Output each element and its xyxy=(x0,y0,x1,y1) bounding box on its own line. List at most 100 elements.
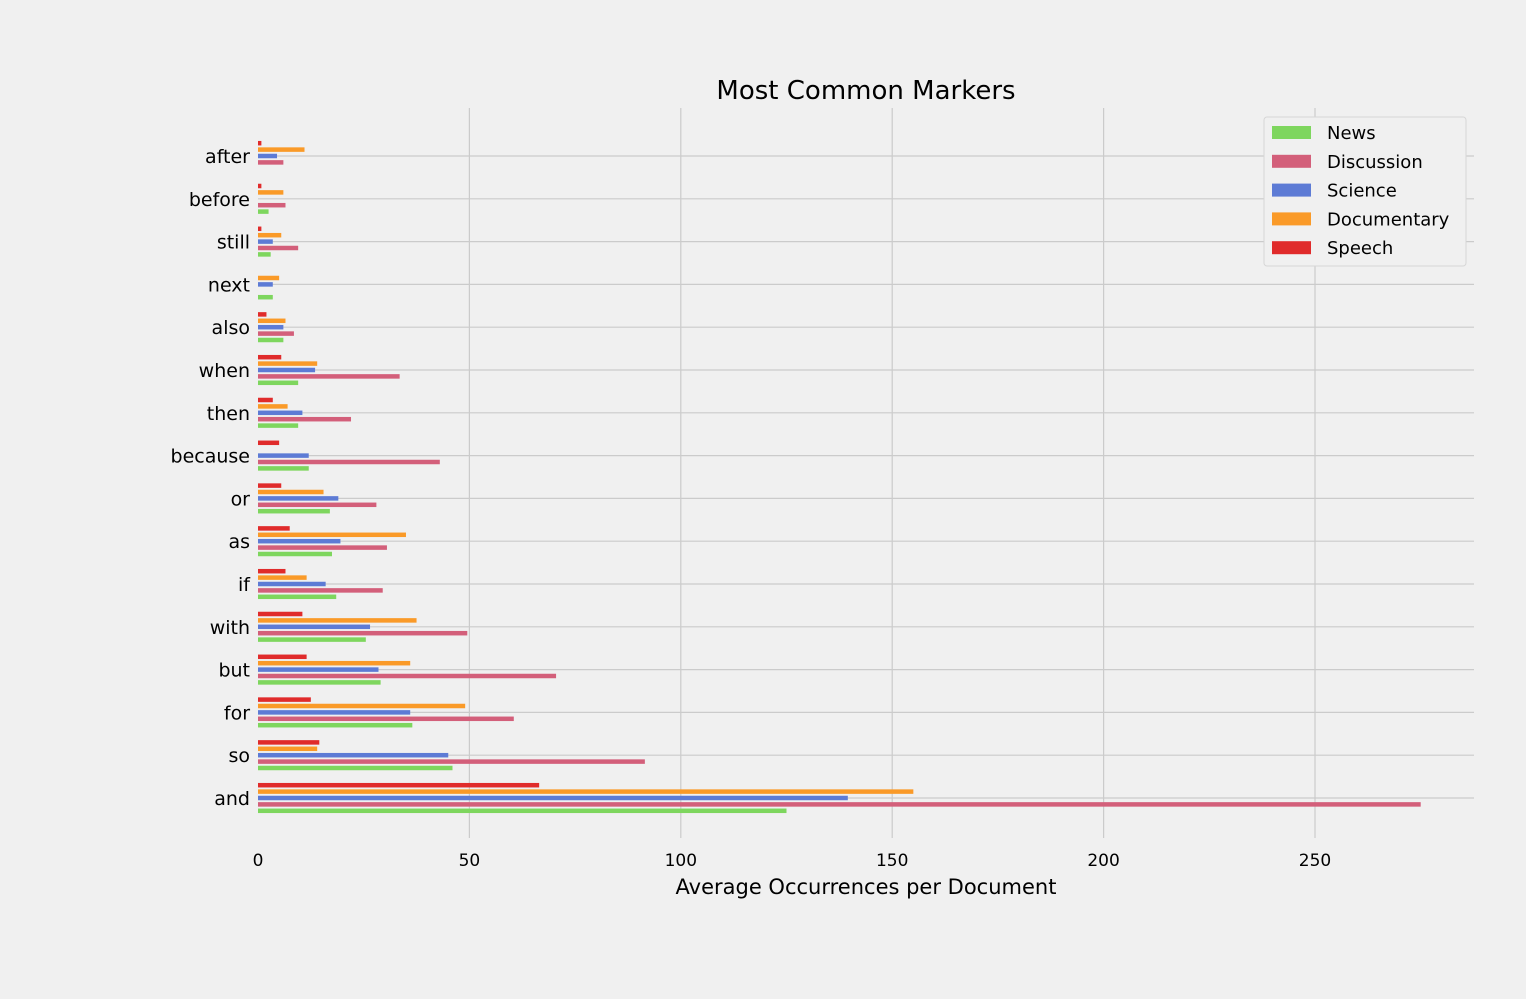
bar-discussion-before xyxy=(258,202,286,208)
bar-speech-for xyxy=(258,697,311,702)
bar-discussion-or xyxy=(258,502,377,508)
category-label-as: as xyxy=(228,531,250,553)
bar-speech-still xyxy=(258,226,262,232)
category-label-also: also xyxy=(212,317,250,339)
category-label-with: with xyxy=(210,617,250,639)
bar-documentary-as xyxy=(258,532,406,538)
bar-speech-after xyxy=(258,140,262,146)
bar-discussion-for xyxy=(258,716,514,722)
bar-science-as xyxy=(258,538,341,544)
legend-label-science: Science xyxy=(1327,181,1397,202)
category-label-after: after xyxy=(205,146,250,168)
x-tick-label: 200 xyxy=(1087,851,1119,871)
bar-news-so xyxy=(258,765,453,771)
category-label-when: when xyxy=(199,360,250,382)
bar-documentary-for xyxy=(258,703,466,709)
category-label-next: next xyxy=(208,274,250,296)
bar-news-then xyxy=(258,423,299,428)
legend-label-news: News xyxy=(1327,123,1376,144)
bar-documentary-but xyxy=(258,660,411,666)
bar-documentary-when xyxy=(258,361,318,366)
bar-news-also xyxy=(258,337,284,343)
bar-science-then xyxy=(258,410,303,416)
bar-documentary-with xyxy=(258,618,417,623)
legend: News Discussion Science Documentary Speech xyxy=(1263,116,1467,267)
bar-science-because xyxy=(258,453,309,458)
bar-discussion-still xyxy=(258,245,299,251)
category-label-then: then xyxy=(207,403,250,425)
x-tick-label: 50 xyxy=(459,851,481,871)
category-label-for: for xyxy=(224,702,250,724)
bar-science-so xyxy=(258,752,449,758)
legend-label-discussion: Discussion xyxy=(1327,152,1423,173)
bar-documentary-after xyxy=(258,147,305,152)
legend-label-documentary: Documentary xyxy=(1327,209,1450,230)
category-label-or: or xyxy=(231,488,251,510)
bar-documentary-before xyxy=(258,190,284,195)
bar-speech-and xyxy=(258,782,540,788)
tick-labels: 0 50 100 150 200 250 xyxy=(253,851,1332,871)
bar-speech-if xyxy=(258,568,286,574)
bar-documentary-then xyxy=(258,404,288,409)
bar-news-but xyxy=(258,680,381,685)
bar-documentary-still xyxy=(258,232,282,238)
bar-speech-as xyxy=(258,526,290,531)
bar-science-or xyxy=(258,496,339,501)
legend-box xyxy=(1263,116,1467,267)
bar-news-when xyxy=(258,380,299,386)
legend-swatch-documentary xyxy=(1272,212,1311,226)
bar-science-next xyxy=(258,282,273,287)
bar-discussion-also xyxy=(258,331,294,336)
bar-speech-also xyxy=(258,312,267,317)
bar-science-still xyxy=(258,239,273,244)
bar-documentary-and xyxy=(258,789,914,794)
bar-speech-with xyxy=(258,611,303,617)
bar-discussion-but xyxy=(258,673,557,679)
bar-discussion-and xyxy=(258,802,1421,807)
chart-title: Most Common Markers xyxy=(716,76,1015,106)
category-label-so: so xyxy=(228,745,250,767)
bar-news-and xyxy=(258,808,787,814)
legend-swatch-speech xyxy=(1272,241,1311,255)
x-tick-label: 250 xyxy=(1299,851,1331,871)
category-label-still: still xyxy=(217,232,250,254)
category-labels: and so for but with if as or because then when also… xyxy=(171,146,252,810)
bar-science-with xyxy=(258,624,371,630)
x-tick-label: 0 xyxy=(253,851,264,871)
bar-news-next xyxy=(258,294,273,300)
x-tick-label: 100 xyxy=(665,851,697,871)
bar-discussion-so xyxy=(258,759,645,764)
bar-science-if xyxy=(258,581,326,587)
x-axis-label: Average Occurrences per Document xyxy=(676,875,1057,899)
bar-documentary-also xyxy=(258,318,286,324)
bar-documentary-or xyxy=(258,489,324,495)
bar-discussion-after xyxy=(258,160,284,165)
bar-speech-but xyxy=(258,654,307,660)
legend-swatch-science xyxy=(1272,183,1311,197)
x-tick-label: 150 xyxy=(876,851,908,871)
bar-science-but xyxy=(258,667,379,672)
legend-swatch-discussion xyxy=(1272,154,1311,168)
bar-speech-so xyxy=(258,740,320,745)
bar-news-for xyxy=(258,722,413,728)
bar-discussion-when xyxy=(258,374,400,379)
bar-news-with xyxy=(258,637,366,642)
bar-documentary-if xyxy=(258,575,307,580)
bar-science-also xyxy=(258,324,284,330)
bars xyxy=(258,140,1421,814)
bar-discussion-with xyxy=(258,630,468,636)
bar-discussion-then xyxy=(258,416,352,422)
bar-science-after xyxy=(258,153,278,159)
bar-speech-when xyxy=(258,354,282,360)
bar-news-if xyxy=(258,594,337,600)
category-label-and: and xyxy=(214,788,250,810)
bar-speech-because xyxy=(258,440,280,446)
bar-news-or xyxy=(258,508,330,514)
bar-speech-then xyxy=(258,397,273,403)
category-label-before: before xyxy=(189,189,250,211)
bar-speech-before xyxy=(258,183,262,189)
legend-swatch-news xyxy=(1272,126,1311,139)
category-label-if: if xyxy=(238,574,251,596)
legend-label-speech: Speech xyxy=(1327,238,1393,259)
bar-news-still xyxy=(258,252,271,257)
